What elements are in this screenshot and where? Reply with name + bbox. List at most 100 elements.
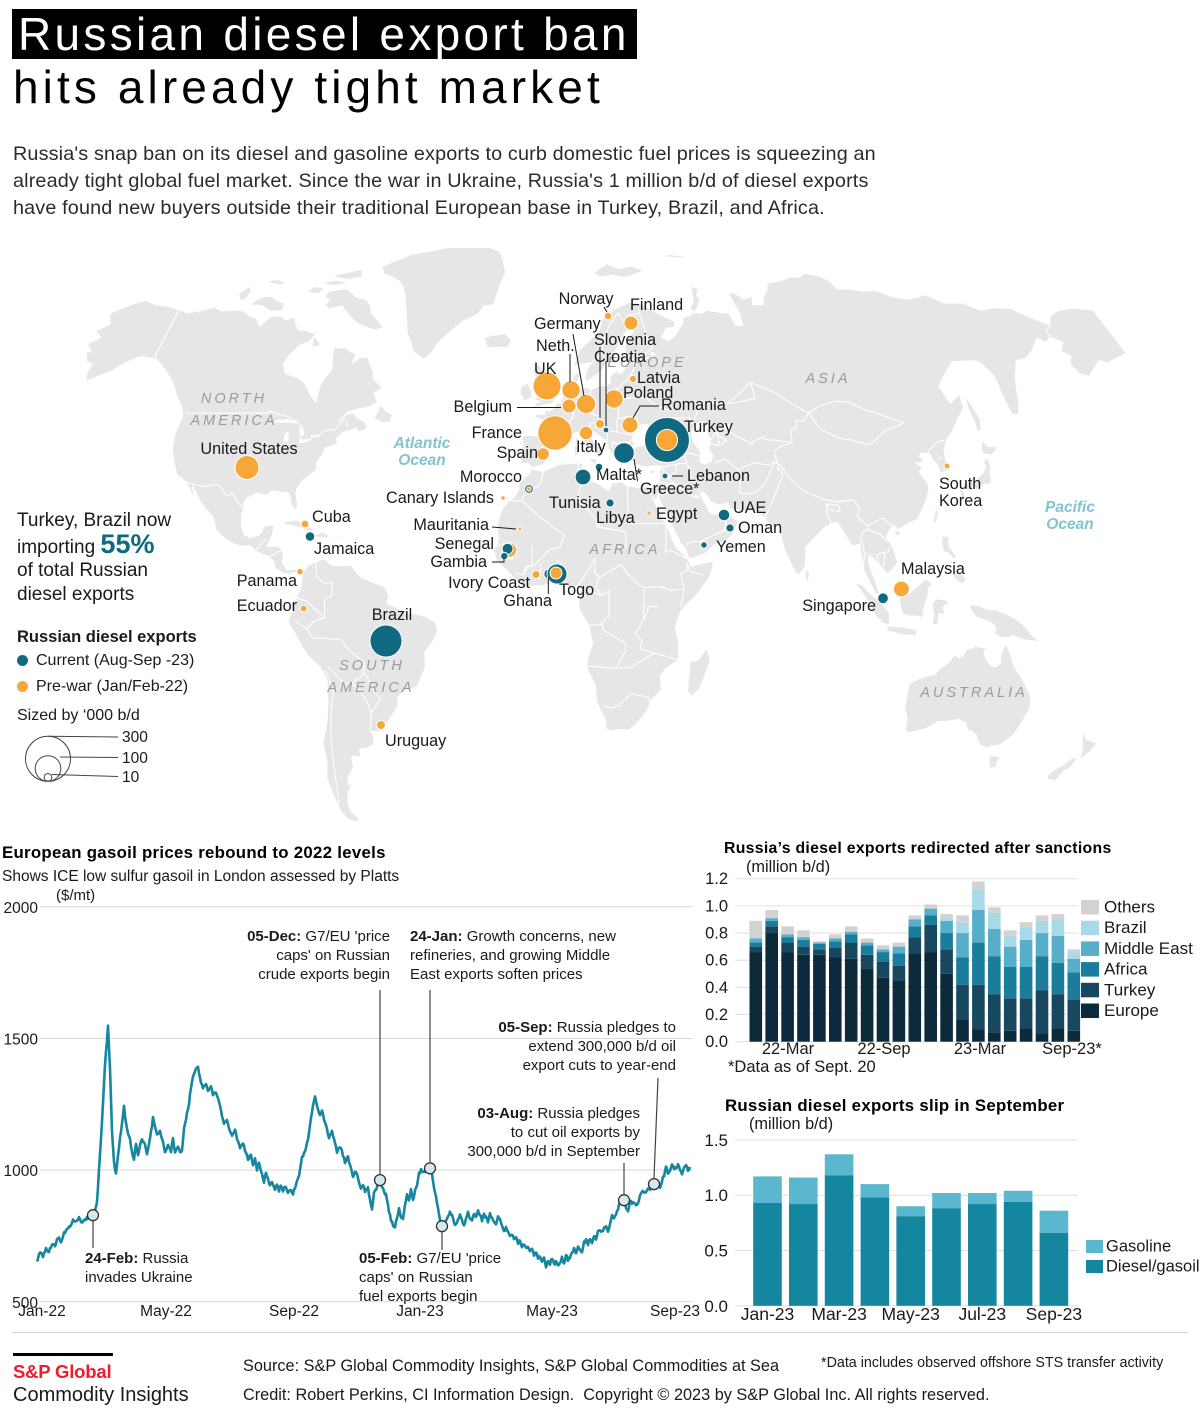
svg-text:AMERICA: AMERICA (189, 413, 277, 429)
svg-text:Malta*: Malta* (596, 466, 643, 484)
svg-text:Libya: Libya (596, 509, 635, 527)
svg-text:0.6: 0.6 (705, 952, 728, 970)
svg-text:Latvia: Latvia (637, 369, 680, 387)
svg-text:Ecuador: Ecuador (237, 597, 298, 615)
svg-text:Togo: Togo (559, 581, 594, 599)
svg-text:invades Ukraine: invades Ukraine (85, 1269, 193, 1286)
svg-text:(million b/d): (million b/d) (749, 1115, 833, 1133)
svg-text:1500: 1500 (4, 1032, 39, 1049)
svg-text:Brazil: Brazil (1104, 918, 1147, 937)
svg-text:03-Aug: Russia pledges: 03-Aug: Russia pledges (477, 1105, 640, 1122)
svg-text:Italy: Italy (576, 438, 607, 456)
svg-text:Pacific: Pacific (1045, 499, 1095, 516)
svg-text:Sep-23*: Sep-23* (1042, 1040, 1102, 1058)
svg-text:24-Jan: Growth concerns, new: 24-Jan: Growth concerns, new (410, 928, 616, 945)
svg-text:100: 100 (122, 750, 148, 767)
svg-text:Russian diesel exports slip in: Russian diesel exports slip in September (725, 1096, 1065, 1115)
svg-text:ASIA: ASIA (804, 371, 850, 387)
svg-text:05-Dec: G7/EU 'price: 05-Dec: G7/EU 'price (247, 928, 390, 945)
svg-text:Jan-23: Jan-23 (741, 1304, 795, 1324)
svg-text:Panama: Panama (237, 572, 297, 590)
svg-text:($/mt): ($/mt) (56, 887, 95, 904)
svg-text:Ocean: Ocean (1046, 516, 1093, 533)
svg-text:Sep-23: Sep-23 (650, 1303, 700, 1320)
svg-text:caps' on Russian: caps' on Russian (276, 947, 390, 964)
svg-text:1000: 1000 (4, 1163, 39, 1180)
svg-text:UK: UK (534, 360, 557, 378)
svg-text:SOUTH: SOUTH (339, 658, 405, 674)
svg-text:AFRICA: AFRICA (588, 542, 660, 558)
svg-text:22-Sep: 22-Sep (857, 1040, 910, 1058)
svg-text:*Data as of Sept. 20: *Data as of Sept. 20 (728, 1058, 876, 1076)
svg-text:Canary Islands: Canary Islands (386, 489, 494, 507)
svg-text:10: 10 (122, 769, 140, 786)
svg-text:1.2: 1.2 (705, 870, 728, 888)
svg-text:Germany: Germany (534, 315, 601, 333)
svg-text:Ivory Coast: Ivory Coast (448, 574, 530, 592)
svg-text:300: 300 (122, 729, 148, 746)
svg-text:Ghana: Ghana (503, 592, 552, 610)
svg-text:Egypt: Egypt (656, 505, 698, 523)
svg-text:300,000 b/d in September: 300,000 b/d in September (467, 1143, 640, 1160)
svg-text:Malaysia: Malaysia (901, 560, 965, 578)
svg-text:0.4: 0.4 (705, 979, 728, 997)
svg-text:NORTH: NORTH (201, 391, 267, 407)
svg-text:May-23: May-23 (526, 1303, 578, 1320)
svg-text:Africa: Africa (1104, 960, 1148, 979)
svg-text:Jan-23: Jan-23 (396, 1303, 443, 1320)
svg-text:Norway: Norway (559, 290, 615, 308)
svg-text:Mar-23: Mar-23 (811, 1304, 866, 1324)
svg-text:Finland: Finland (630, 296, 683, 314)
svg-text:0.0: 0.0 (705, 1033, 728, 1051)
svg-text:AUSTRALIA: AUSTRALIA (919, 685, 1028, 701)
svg-text:2000: 2000 (4, 900, 39, 917)
svg-text:Spain: Spain (497, 444, 538, 462)
svg-text:0.0: 0.0 (704, 1297, 728, 1316)
svg-text:Korea: Korea (939, 492, 982, 510)
svg-text:United States: United States (200, 440, 297, 458)
svg-text:East exports soften prices: East exports soften prices (410, 966, 583, 983)
svg-text:Yemen: Yemen (716, 538, 766, 556)
svg-text:Romania: Romania (661, 396, 726, 414)
svg-text:Gambia: Gambia (430, 553, 487, 571)
svg-text:500: 500 (12, 1295, 38, 1312)
svg-text:crude exports begin: crude exports begin (258, 966, 390, 983)
svg-text:Turkey: Turkey (1104, 980, 1156, 999)
svg-text:Neth.: Neth. (536, 337, 575, 355)
svg-text:Middle East: Middle East (1104, 939, 1193, 958)
svg-text:Jamaica: Jamaica (314, 540, 374, 558)
svg-text:Senegal: Senegal (435, 535, 494, 553)
svg-text:Croatia: Croatia (594, 348, 646, 366)
svg-text:fuel exports begin: fuel exports begin (359, 1288, 477, 1305)
svg-text:Belgium: Belgium (454, 398, 512, 416)
svg-text:Gasoline: Gasoline (1106, 1238, 1171, 1256)
svg-text:0.8: 0.8 (705, 925, 728, 943)
svg-text:Brazil: Brazil (372, 606, 412, 624)
svg-text:1.5: 1.5 (704, 1131, 728, 1150)
svg-text:Tunisia: Tunisia (549, 494, 601, 512)
svg-text:May-22: May-22 (140, 1303, 192, 1320)
svg-text:1.0: 1.0 (705, 897, 728, 915)
svg-text:Poland: Poland (623, 384, 673, 402)
svg-text:1.0: 1.0 (704, 1186, 728, 1205)
svg-text:extend 300,000 b/d oil: extend 300,000 b/d oil (528, 1038, 676, 1055)
svg-text:Jul-23: Jul-23 (958, 1304, 1006, 1324)
svg-text:Slovenia: Slovenia (594, 331, 656, 349)
svg-text:France: France (472, 424, 522, 442)
svg-text:Russia’s diesel exports redire: Russia’s diesel exports redirected after… (724, 840, 1112, 857)
svg-text:Diesel/gasoil: Diesel/gasoil (1106, 1258, 1200, 1276)
svg-text:05-Sep: Russia pledges to: 05-Sep: Russia pledges to (498, 1019, 676, 1036)
svg-text:UAE: UAE (733, 499, 766, 517)
svg-text:Cuba: Cuba (312, 508, 351, 526)
svg-text:23-Mar: 23-Mar (954, 1040, 1007, 1058)
svg-text:Lebanon: Lebanon (687, 467, 750, 485)
svg-text:24-Feb: Russia: 24-Feb: Russia (85, 1250, 189, 1267)
svg-text:(million b/d): (million b/d) (746, 858, 830, 876)
svg-text:05-Feb: G7/EU 'price: 05-Feb: G7/EU 'price (359, 1250, 501, 1267)
svg-text:Turkey: Turkey (684, 418, 734, 436)
svg-text:Morocco: Morocco (460, 468, 522, 486)
svg-text:Uruguay: Uruguay (385, 732, 447, 750)
svg-text:22-Mar: 22-Mar (762, 1040, 815, 1058)
svg-text:Sep-22: Sep-22 (269, 1303, 319, 1320)
svg-text:Sep-23: Sep-23 (1026, 1304, 1082, 1324)
